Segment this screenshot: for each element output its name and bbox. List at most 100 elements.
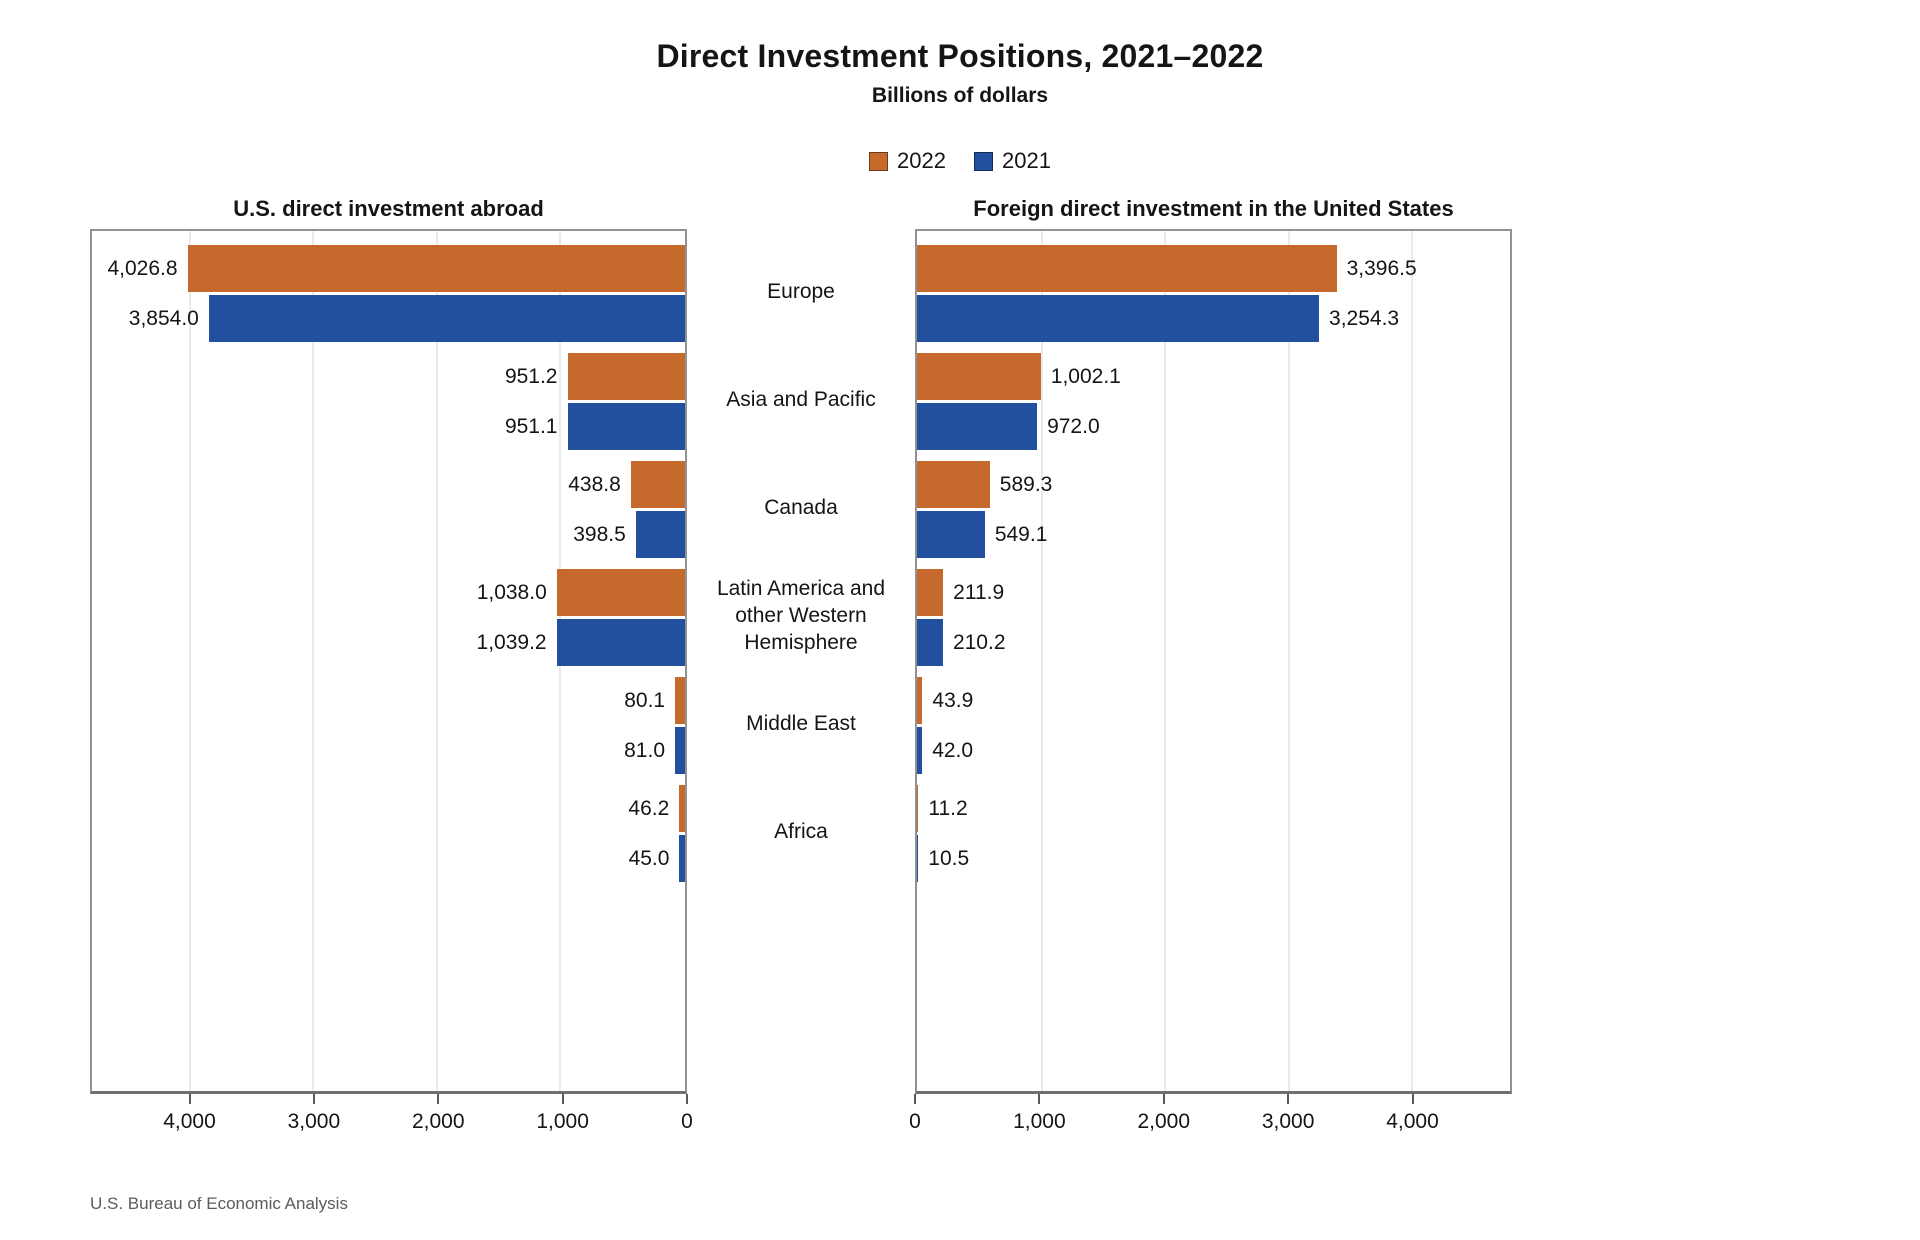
axis-tick-label: 3,000 [1261,1110,1315,1133]
axis-tick-label: 3,000 [287,1110,341,1133]
left-panel-x-axis: 0 1,000 2,000 3,000 4,000 [90,1094,693,1152]
bar-group-europe: 3,396.5 3,254.3 [917,245,1510,342]
source-attribution: U.S. Bureau of Economic Analysis [90,1194,348,1213]
bar-row: 45.0 [92,835,685,882]
axis-tick-label: 4,000 [1386,1110,1439,1133]
legend: 2022 2021 [0,148,1920,174]
category-label-europe: Europe [767,279,835,303]
axis-tick-label: 2,000 [411,1110,465,1133]
axis-tick [437,1094,440,1104]
axis-tick [1038,1094,1041,1104]
legend-item-2021: 2021 [974,148,1051,174]
bar-value-label: 1,002.1 [1050,365,1121,388]
chart-grid: U.S. direct investment abroad Foreign di… [90,186,1512,1152]
axis-tick [312,1094,315,1104]
bar-row: 10.5 [917,835,1510,882]
bar-group-middle-east: 80.1 81.0 [92,677,685,774]
bar-value-label: 45.0 [628,847,670,870]
bar-row: 11.2 [917,785,1510,832]
bar-2021-europe [208,295,685,342]
axis-tick [1287,1094,1290,1104]
legend-label-2022: 2022 [897,148,946,173]
bar-group-canada: 438.8 398.5 [92,461,685,558]
axis-tick [188,1094,191,1104]
gridline [1164,231,1167,1091]
axis-tick [914,1094,916,1104]
axis-tick-label: 0 [909,1110,921,1133]
gridline [188,231,191,1091]
bar-row: 972.0 [917,403,1510,450]
legend-swatch-2022-icon [869,151,889,171]
legend-swatch-2021-icon [974,151,993,171]
bar-row: 81.0 [92,727,685,774]
axis-tick [1162,1094,1165,1104]
bar-value-label: 589.3 [999,473,1053,496]
axis-spacer [687,1094,915,1152]
gridline [1411,231,1414,1091]
bar-value-label: 972.0 [1047,415,1100,438]
right-panel-x-axis: 0 1,000 2,000 3,000 4,000 [909,1094,1512,1152]
bar-row: 4,026.8 [92,245,685,292]
bar-group-africa: 11.2 10.5 [917,785,1510,882]
bar-2022-canada [630,461,685,508]
bar-value-label: 398.5 [573,523,626,546]
gridline [435,231,438,1091]
bar-2021-latin-america-and-other-western-hemisphere [917,619,943,666]
bar-group-middle-east: 43.9 42.0 [917,677,1510,774]
category-label-middle-east: Middle East [746,711,856,735]
category-label-canada: Canada [764,495,838,519]
category-label-africa: Africa [774,819,828,843]
bar-group-asia-and-pacific: 1,002.1 972.0 [917,353,1510,450]
bar-value-label: 951.2 [504,365,558,388]
bar-2021-asia-and-pacific [567,403,685,450]
chart-title: Direct Investment Positions, 2021–2022 [656,38,1264,74]
bar-2022-middle-east [675,677,685,724]
category-label-asia-and-pacific: Asia and Pacific [726,387,876,411]
bar-row: 1,039.2 [92,619,685,666]
bar-2021-middle-east [675,727,685,774]
bar-2022-asia-and-pacific [917,353,1041,400]
gridline [312,231,315,1091]
gridline [1287,231,1290,1091]
bar-value-label: 3,254.3 [1329,307,1400,330]
bar-row: 42.0 [917,727,1510,774]
bar-value-label: 210.2 [952,631,1006,654]
bar-row: 3,854.0 [92,295,685,342]
bar-value-label: 42.0 [932,739,974,762]
right-panel-plot-area: 3,396.5 3,254.3 1,002.1 972.0 589.3 549.1 211.… [915,229,1512,1094]
axis-tick-label: 1,000 [1013,1110,1066,1133]
bar-2022-europe [187,245,685,292]
bar-2022-asia-and-pacific [567,353,685,400]
bar-row: 80.1 [92,677,685,724]
bar-value-label: 81.0 [624,739,665,762]
bar-row: 589.3 [917,461,1510,508]
bar-2021-africa [917,835,919,882]
bar-2021-europe [917,295,1320,342]
right-panel-title: Foreign direct investment in the United … [973,196,1454,221]
left-panel-title: U.S. direct investment abroad [233,196,544,221]
bar-2022-latin-america-and-other-western-hemisphere [556,569,685,616]
legend-label-2021: 2021 [1002,148,1051,173]
axis-tick [561,1094,564,1104]
category-labels-column: Europe Asia and Pacific Canada Latin Americ… [687,229,915,1094]
axis-tick [1411,1094,1414,1104]
bar-row: 438.8 [92,461,685,508]
bar-group-canada: 589.3 549.1 [917,461,1510,558]
bar-2022-africa [679,785,685,832]
bar-group-latin-america-and-other-western-hemisphere: 211.9 210.2 [917,569,1510,666]
axis-tick-label: 4,000 [163,1110,216,1133]
bar-row: 1,038.0 [92,569,685,616]
bar-2022-middle-east [917,677,923,724]
panel-title-spacer [687,186,915,229]
bar-row: 1,002.1 [917,353,1510,400]
bar-value-label: 438.8 [568,473,621,496]
bar-value-label: 10.5 [928,847,970,870]
bar-value-label: 43.9 [932,689,974,712]
bar-value-label: 211.9 [953,581,1005,604]
axis-tick-label: 1,000 [536,1110,589,1133]
bar-2022-latin-america-and-other-western-hemisphere [917,569,944,616]
bar-2021-latin-america-and-other-western-hemisphere [556,619,685,666]
bar-row: 549.1 [917,511,1510,558]
bar-row: 951.1 [92,403,685,450]
